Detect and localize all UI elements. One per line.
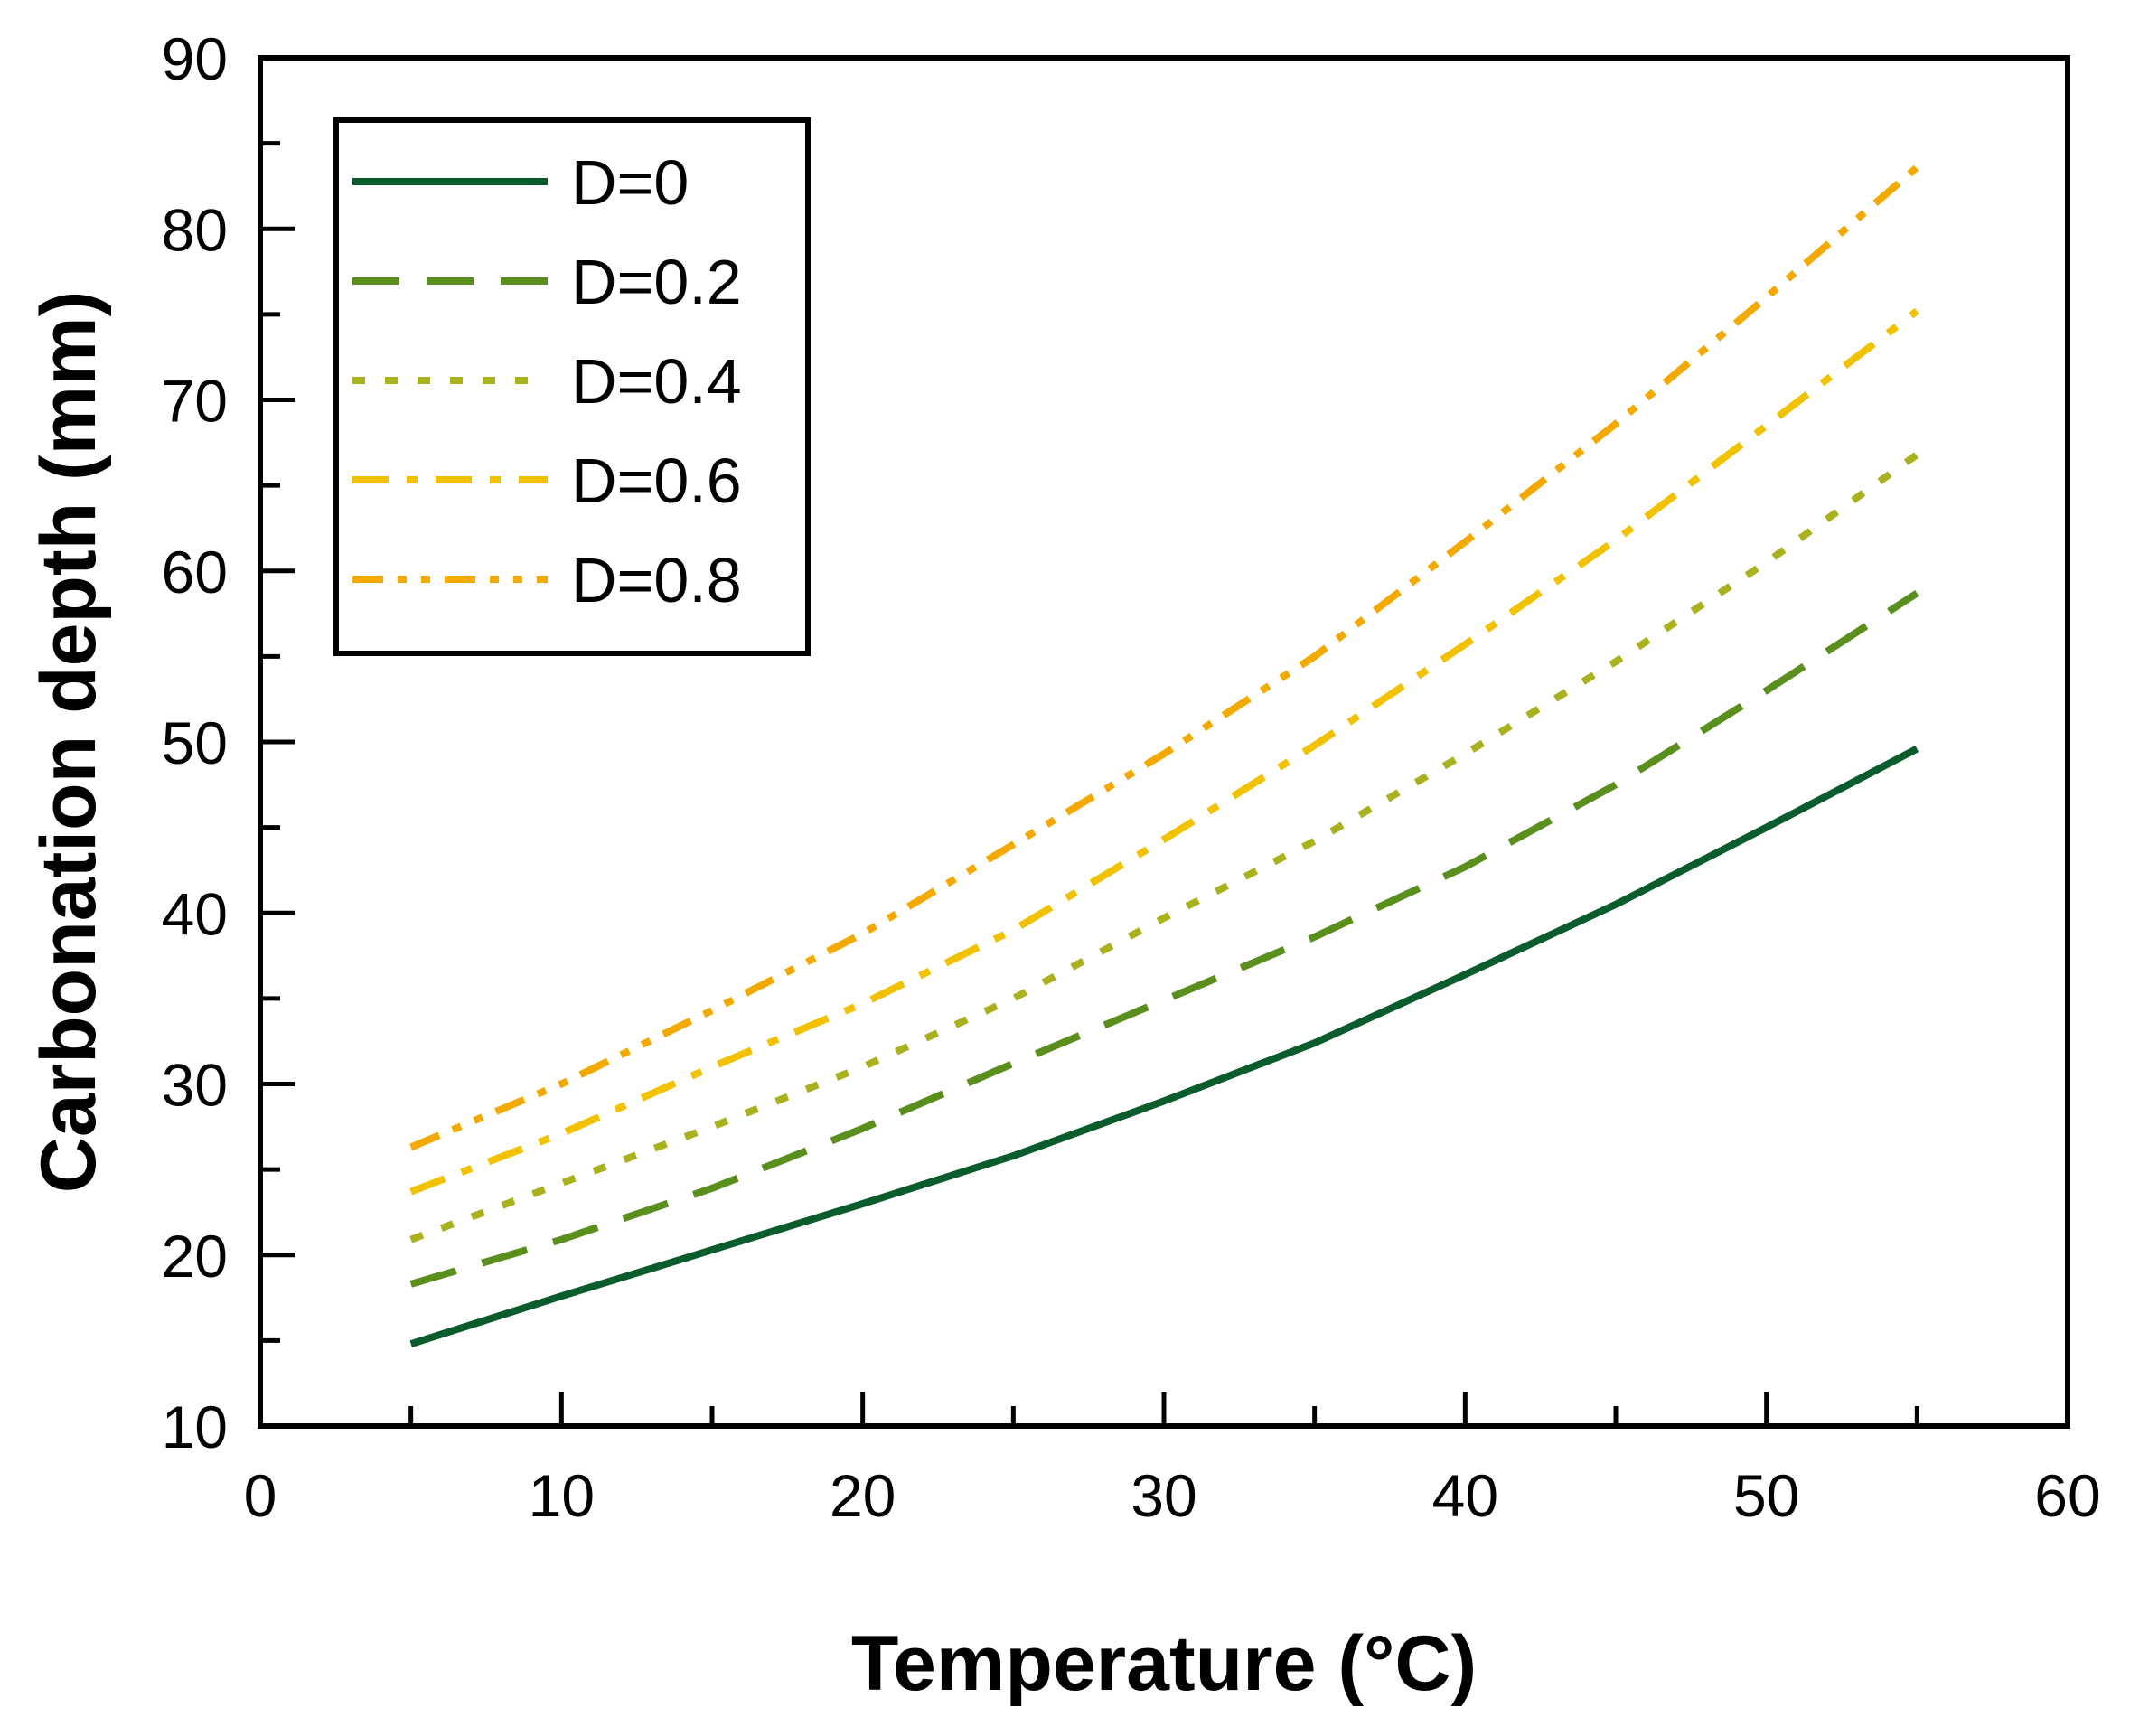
series-line-d-0-8 xyxy=(409,164,1919,1151)
legend: D=0 D=0.2 D=0.4 D=0.6 D=0.8 xyxy=(333,117,811,656)
series-line-d-0-6 xyxy=(409,307,1919,1196)
legend-label: D=0.8 xyxy=(571,545,742,615)
legend-label: D=0.6 xyxy=(571,446,742,516)
x-tick-label: 60 xyxy=(2034,1462,2100,1529)
y-tick-label: 80 xyxy=(162,196,228,263)
y-axis-title: Carbonation depth (mm) xyxy=(25,291,112,1194)
y-tick-label: 10 xyxy=(162,1393,228,1460)
y-tick-label: 60 xyxy=(162,539,228,605)
y-tick-label: 30 xyxy=(162,1052,228,1119)
legend-label: D=0 xyxy=(571,147,689,218)
series-lines xyxy=(409,164,1919,1348)
y-tick-labels: 10 20 30 40 50 60 70 80 90 xyxy=(162,25,228,1460)
legend-box xyxy=(333,117,811,656)
x-tick-label: 50 xyxy=(1733,1462,1799,1529)
legend-label: D=0.2 xyxy=(571,247,742,317)
series-line-d-0 xyxy=(409,746,1919,1348)
y-tick-label: 40 xyxy=(162,880,228,947)
y-tick-label: 70 xyxy=(162,368,228,435)
series-line-d-0-4 xyxy=(409,451,1919,1243)
plot-frame xyxy=(258,55,2070,1429)
x-tick-label: 20 xyxy=(830,1462,896,1529)
y-tick-label: 50 xyxy=(162,709,228,776)
series-line-d-0-2 xyxy=(409,590,1919,1288)
y-tick-label: 20 xyxy=(162,1223,228,1290)
x-tick-label: 10 xyxy=(529,1462,595,1529)
x-tick-label: 40 xyxy=(1432,1462,1498,1529)
x-tick-labels: 0 10 20 30 40 50 60 xyxy=(244,1462,2101,1529)
x-axis-title: Temperature (°C) xyxy=(851,1620,1477,1707)
x-tick-label: 30 xyxy=(1131,1462,1196,1529)
legend-label: D=0.4 xyxy=(571,346,742,417)
x-tick-label: 0 xyxy=(244,1462,277,1529)
y-tick-label: 90 xyxy=(162,25,228,92)
